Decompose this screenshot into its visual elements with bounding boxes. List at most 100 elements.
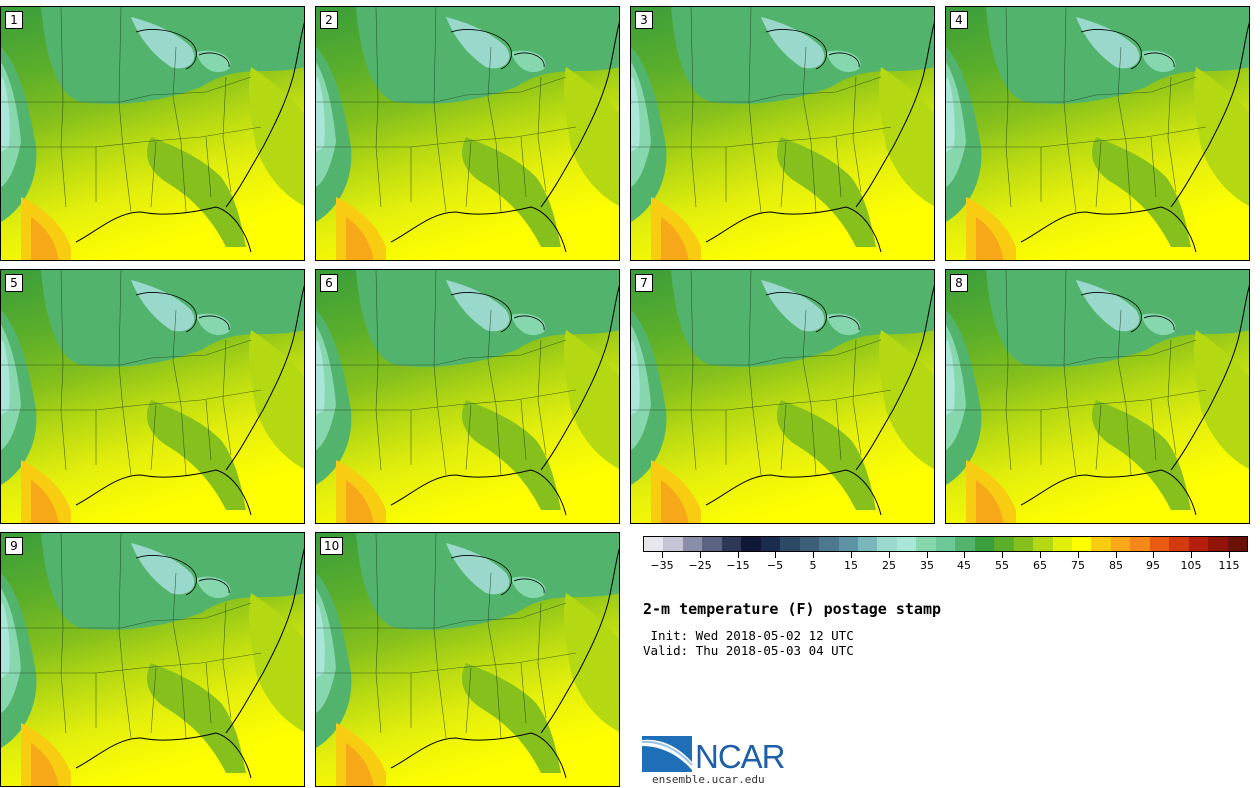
logo-wordmark: NCAR — [695, 738, 786, 775]
colorbar-tick-label: 15 — [844, 559, 858, 572]
temperature-map — [946, 270, 1249, 523]
colorbar-tick — [813, 552, 814, 558]
member-panel-4: 4 — [945, 6, 1250, 261]
colorbar-tick — [1229, 552, 1230, 558]
colorbar-tick — [662, 552, 663, 558]
colorbar-swatch — [1188, 537, 1209, 551]
colorbar-tick-label: 85 — [1109, 559, 1123, 572]
temperature-map — [1, 270, 304, 523]
ncar-logo-icon — [642, 736, 693, 772]
colorbar-swatch — [1071, 537, 1092, 551]
temperature-map — [1, 7, 304, 260]
colorbar-tick — [889, 552, 890, 558]
colorbar-tick — [1040, 552, 1041, 558]
member-label: 4 — [950, 11, 968, 29]
colorbar-tick-label: −15 — [726, 559, 750, 572]
colorbar-tick-label: 65 — [1033, 559, 1047, 572]
member-panel-6: 6 — [315, 269, 620, 524]
colorbar-swatch — [721, 537, 742, 551]
colorbar-swatch — [702, 537, 722, 551]
colorbar-tick — [1191, 552, 1192, 558]
colorbar-swatch — [1130, 537, 1150, 551]
colorbar-tick — [1002, 552, 1003, 558]
colorbar-swatch — [819, 537, 839, 551]
colorbar-tick — [700, 552, 701, 558]
temperature-map — [631, 270, 934, 523]
colorbar-swatch — [935, 537, 956, 551]
colorbar-tick — [1116, 552, 1117, 558]
temperature-map — [316, 533, 619, 786]
colorbar-tick — [927, 552, 928, 558]
colorbar-swatch — [838, 537, 858, 551]
colorbar-swatch — [896, 537, 917, 551]
colorbar-swatch — [1091, 537, 1111, 551]
colorbar-tick-label: 105 — [1180, 559, 1202, 572]
colorbar-swatch — [644, 537, 664, 551]
colorbar-tick-label: −25 — [688, 559, 712, 572]
temperature-map — [316, 270, 619, 523]
colorbar-swatch — [994, 537, 1014, 551]
colorbar-swatch — [1169, 537, 1189, 551]
colorbar-tick-label: 75 — [1071, 559, 1085, 572]
member-label: 2 — [320, 11, 338, 29]
colorbar-swatch — [974, 537, 995, 551]
colorbar-swatch — [1110, 537, 1131, 551]
member-panel-8: 8 — [945, 269, 1250, 524]
colorbar-tick-label: 95 — [1146, 559, 1160, 572]
site-url: ensemble.ucar.edu — [652, 773, 765, 786]
member-label: 1 — [5, 11, 23, 29]
colorbar-swatch — [857, 537, 878, 551]
colorbar-swatch — [780, 537, 800, 551]
colorbar-tick-label: 55 — [995, 559, 1009, 572]
colorbar-swatch — [1013, 537, 1034, 551]
temperature-map — [316, 7, 619, 260]
colorbar-tick-label: −5 — [766, 559, 784, 572]
colorbar-tick-label: 25 — [882, 559, 896, 572]
colorbar-swatch — [741, 537, 761, 551]
temperature-colorbar — [643, 536, 1248, 552]
member-panel-3: 3 — [630, 6, 935, 261]
colorbar-tick — [1153, 552, 1154, 558]
colorbar-swatch — [799, 537, 820, 551]
colorbar-swatch — [1033, 537, 1053, 551]
colorbar-tick-label: 5 — [809, 559, 817, 572]
member-label: 9 — [5, 537, 23, 555]
colorbar-swatch — [916, 537, 936, 551]
colorbar-swatch — [877, 537, 897, 551]
member-label: 6 — [320, 274, 338, 292]
member-label: 10 — [320, 537, 344, 555]
member-label: 5 — [5, 274, 23, 292]
colorbar-tick-label: 115 — [1218, 559, 1240, 572]
valid-time: Valid: Thu 2018-05-03 04 UTC — [643, 643, 854, 658]
chart-title: 2-m temperature (F) postage stamp — [643, 600, 942, 618]
colorbar-tick — [738, 552, 739, 558]
colorbar-tick-label: 35 — [920, 559, 934, 572]
member-panel-7: 7 — [630, 269, 935, 524]
colorbar-swatch — [1208, 537, 1228, 551]
colorbar-swatch — [760, 537, 781, 551]
colorbar-swatch — [1052, 537, 1072, 551]
member-panel-1: 1 — [0, 6, 305, 261]
member-label: 8 — [950, 274, 968, 292]
colorbar-swatch — [1149, 537, 1170, 551]
init-time: Init: Wed 2018-05-02 12 UTC — [643, 628, 854, 643]
colorbar-swatch — [682, 537, 703, 551]
member-panel-2: 2 — [315, 6, 620, 261]
colorbar-tick — [775, 552, 776, 558]
member-panel-5: 5 — [0, 269, 305, 524]
colorbar-tick — [1078, 552, 1079, 558]
colorbar-swatch — [663, 537, 683, 551]
colorbar-tick — [851, 552, 852, 558]
colorbar-tick-label: −35 — [650, 559, 674, 572]
member-label: 7 — [635, 274, 653, 292]
temperature-map — [1, 533, 304, 786]
member-panel-10: 10 — [315, 532, 620, 787]
temperature-map — [946, 7, 1249, 260]
colorbar-swatch — [1227, 537, 1248, 551]
member-panel-9: 9 — [0, 532, 305, 787]
member-label: 3 — [635, 11, 653, 29]
colorbar-swatch — [955, 537, 975, 551]
colorbar-tick — [964, 552, 965, 558]
colorbar-tick-label: 45 — [957, 559, 971, 572]
temperature-map — [631, 7, 934, 260]
